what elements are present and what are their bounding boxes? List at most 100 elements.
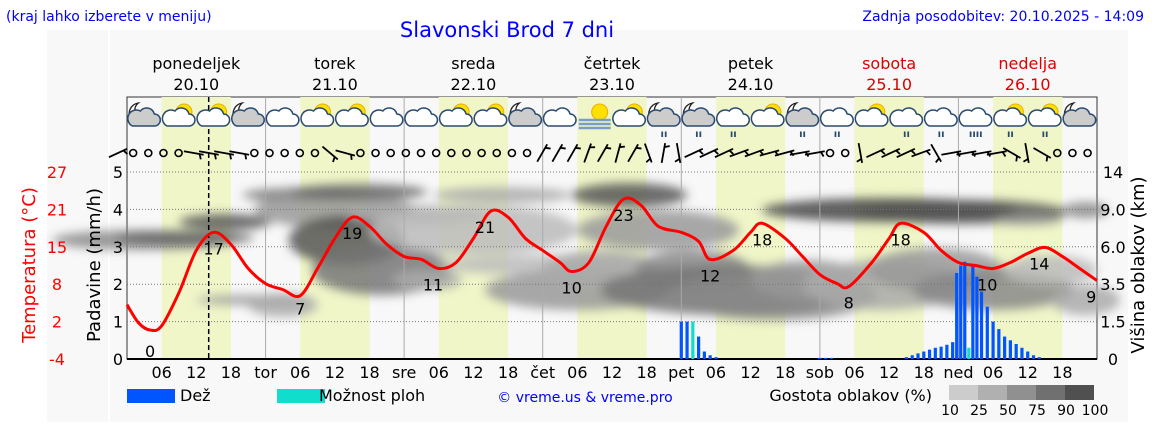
cloud-blob <box>571 183 688 207</box>
density-swatch <box>1007 385 1036 400</box>
precip-tick: 2 <box>113 275 123 294</box>
moon-cloud-icon <box>508 101 543 127</box>
wind-barb-icon <box>729 148 750 158</box>
moon-cloud-rain-icon: ıı <box>646 101 681 140</box>
cloud-icon <box>1027 107 1062 127</box>
sun-cloud-icon <box>334 103 369 127</box>
day-date: 26.10 <box>1005 75 1051 94</box>
day-name: sreda <box>451 54 495 73</box>
cloud-icon <box>438 107 473 127</box>
cloud-icon <box>750 107 785 127</box>
region-hint[interactable]: (kraj lahko izberete v meniju) <box>6 9 212 25</box>
precip-tick: 4 <box>113 200 123 219</box>
wind-barb-icon <box>1033 147 1052 162</box>
sun-cloud-icon <box>196 103 231 127</box>
cloud-icon <box>542 107 577 127</box>
cloud-rain-icon: ıı <box>923 107 958 140</box>
rain-bar <box>971 265 975 359</box>
wind-calm-icon <box>371 148 380 158</box>
rain-bar <box>951 342 955 359</box>
cloud-icon <box>334 107 369 127</box>
rain-bar <box>702 351 706 359</box>
rain-drops-icon: ıı <box>903 129 910 140</box>
sun-cloud-icon <box>612 103 647 127</box>
x-hour-label: 18 <box>1052 363 1072 382</box>
wind-barb-icon <box>866 147 886 159</box>
cloud-blob <box>993 215 1063 225</box>
rain-bar <box>708 355 712 359</box>
cloud-icon <box>300 107 335 127</box>
density-swatch <box>978 385 1007 400</box>
x-hour-label: 18 <box>636 363 656 382</box>
x-hour-label: 06 <box>151 363 171 382</box>
rain-drops-icon: ıı <box>799 129 806 140</box>
cloud-blob <box>1004 255 1097 285</box>
rain-bar <box>945 344 949 359</box>
temp-tick: 2 <box>52 313 62 332</box>
precip-tick: 0 <box>113 350 123 369</box>
wind-barb-icon <box>896 147 916 159</box>
rain-bar <box>1014 344 1018 359</box>
sun-cloud-icon <box>854 103 889 127</box>
sun-cloud-icon <box>438 103 473 127</box>
copyright-link[interactable]: © vreme.us & vreme.pro <box>497 390 672 406</box>
moon-cloud-icon <box>231 101 265 127</box>
cloud-height-axis-title: Višina oblakov (km) <box>1128 176 1149 353</box>
x-hour-label: 06 <box>290 363 310 382</box>
cloud-icon <box>369 107 404 127</box>
day-date: 20.10 <box>173 75 219 94</box>
cloud-blob <box>392 270 462 290</box>
temperature-label: 10 <box>977 276 997 295</box>
rain-legend-label: Dež <box>180 386 211 405</box>
temperature-label: 11 <box>423 276 443 295</box>
showers-swatch <box>277 389 325 403</box>
rain-bar <box>916 353 920 359</box>
cloud-icon <box>681 107 716 127</box>
wind-barb-icon <box>856 142 863 164</box>
density-swatch <box>1065 385 1094 400</box>
cloud-icon <box>785 107 820 127</box>
moon-cloud-icon <box>1062 101 1097 127</box>
cloud-icon <box>1062 107 1097 127</box>
wind-barb-icon <box>911 148 931 158</box>
day-name: četrtek <box>584 54 642 73</box>
rain-bar <box>824 357 828 359</box>
cloud-rain-icon: ıı <box>889 107 924 140</box>
cloud-blob <box>178 214 272 230</box>
temperature-label: 23 <box>613 206 633 225</box>
temperature-label: 8 <box>844 294 854 313</box>
rain-drops-icon: ıı <box>1007 129 1014 140</box>
rain-bar <box>939 346 943 359</box>
density-swatch <box>949 385 978 400</box>
cloud-height-tick: 9.0 <box>1100 200 1125 219</box>
x-day-abbr: sre <box>392 363 416 382</box>
wind-barb-icon <box>198 150 219 160</box>
cloud-icon <box>819 107 854 127</box>
wind-barb-icon <box>214 150 235 160</box>
temp-tick: 21 <box>47 200 67 219</box>
day-name: petek <box>728 54 774 73</box>
cloud-height-tick: 14 <box>1103 163 1123 182</box>
wind-calm-icon <box>462 148 471 158</box>
x-hour-label: 06 <box>706 363 726 382</box>
rain-bar <box>1037 357 1041 359</box>
cloud-icon <box>958 107 993 127</box>
precip-tick: 5 <box>113 163 123 182</box>
rain-bar <box>985 306 989 359</box>
x-hour-label: 12 <box>879 363 899 382</box>
cloud-icon <box>404 107 439 127</box>
wind-barb-icon <box>551 143 566 163</box>
cloud-height-tick: 0 <box>1108 350 1118 369</box>
cloud-icon <box>854 107 889 127</box>
cloud-icon <box>265 107 300 127</box>
sun-cloud-icon <box>161 103 196 127</box>
x-hour-label: 06 <box>429 363 449 382</box>
wind-barb-icon <box>536 143 551 163</box>
day-date: 21.10 <box>312 75 358 94</box>
cloud-icon <box>127 107 162 127</box>
density-tick: 10 <box>941 403 959 419</box>
wind-calm-icon <box>250 148 259 158</box>
day-name: sobota <box>862 54 916 73</box>
cloud-icon <box>923 107 958 127</box>
